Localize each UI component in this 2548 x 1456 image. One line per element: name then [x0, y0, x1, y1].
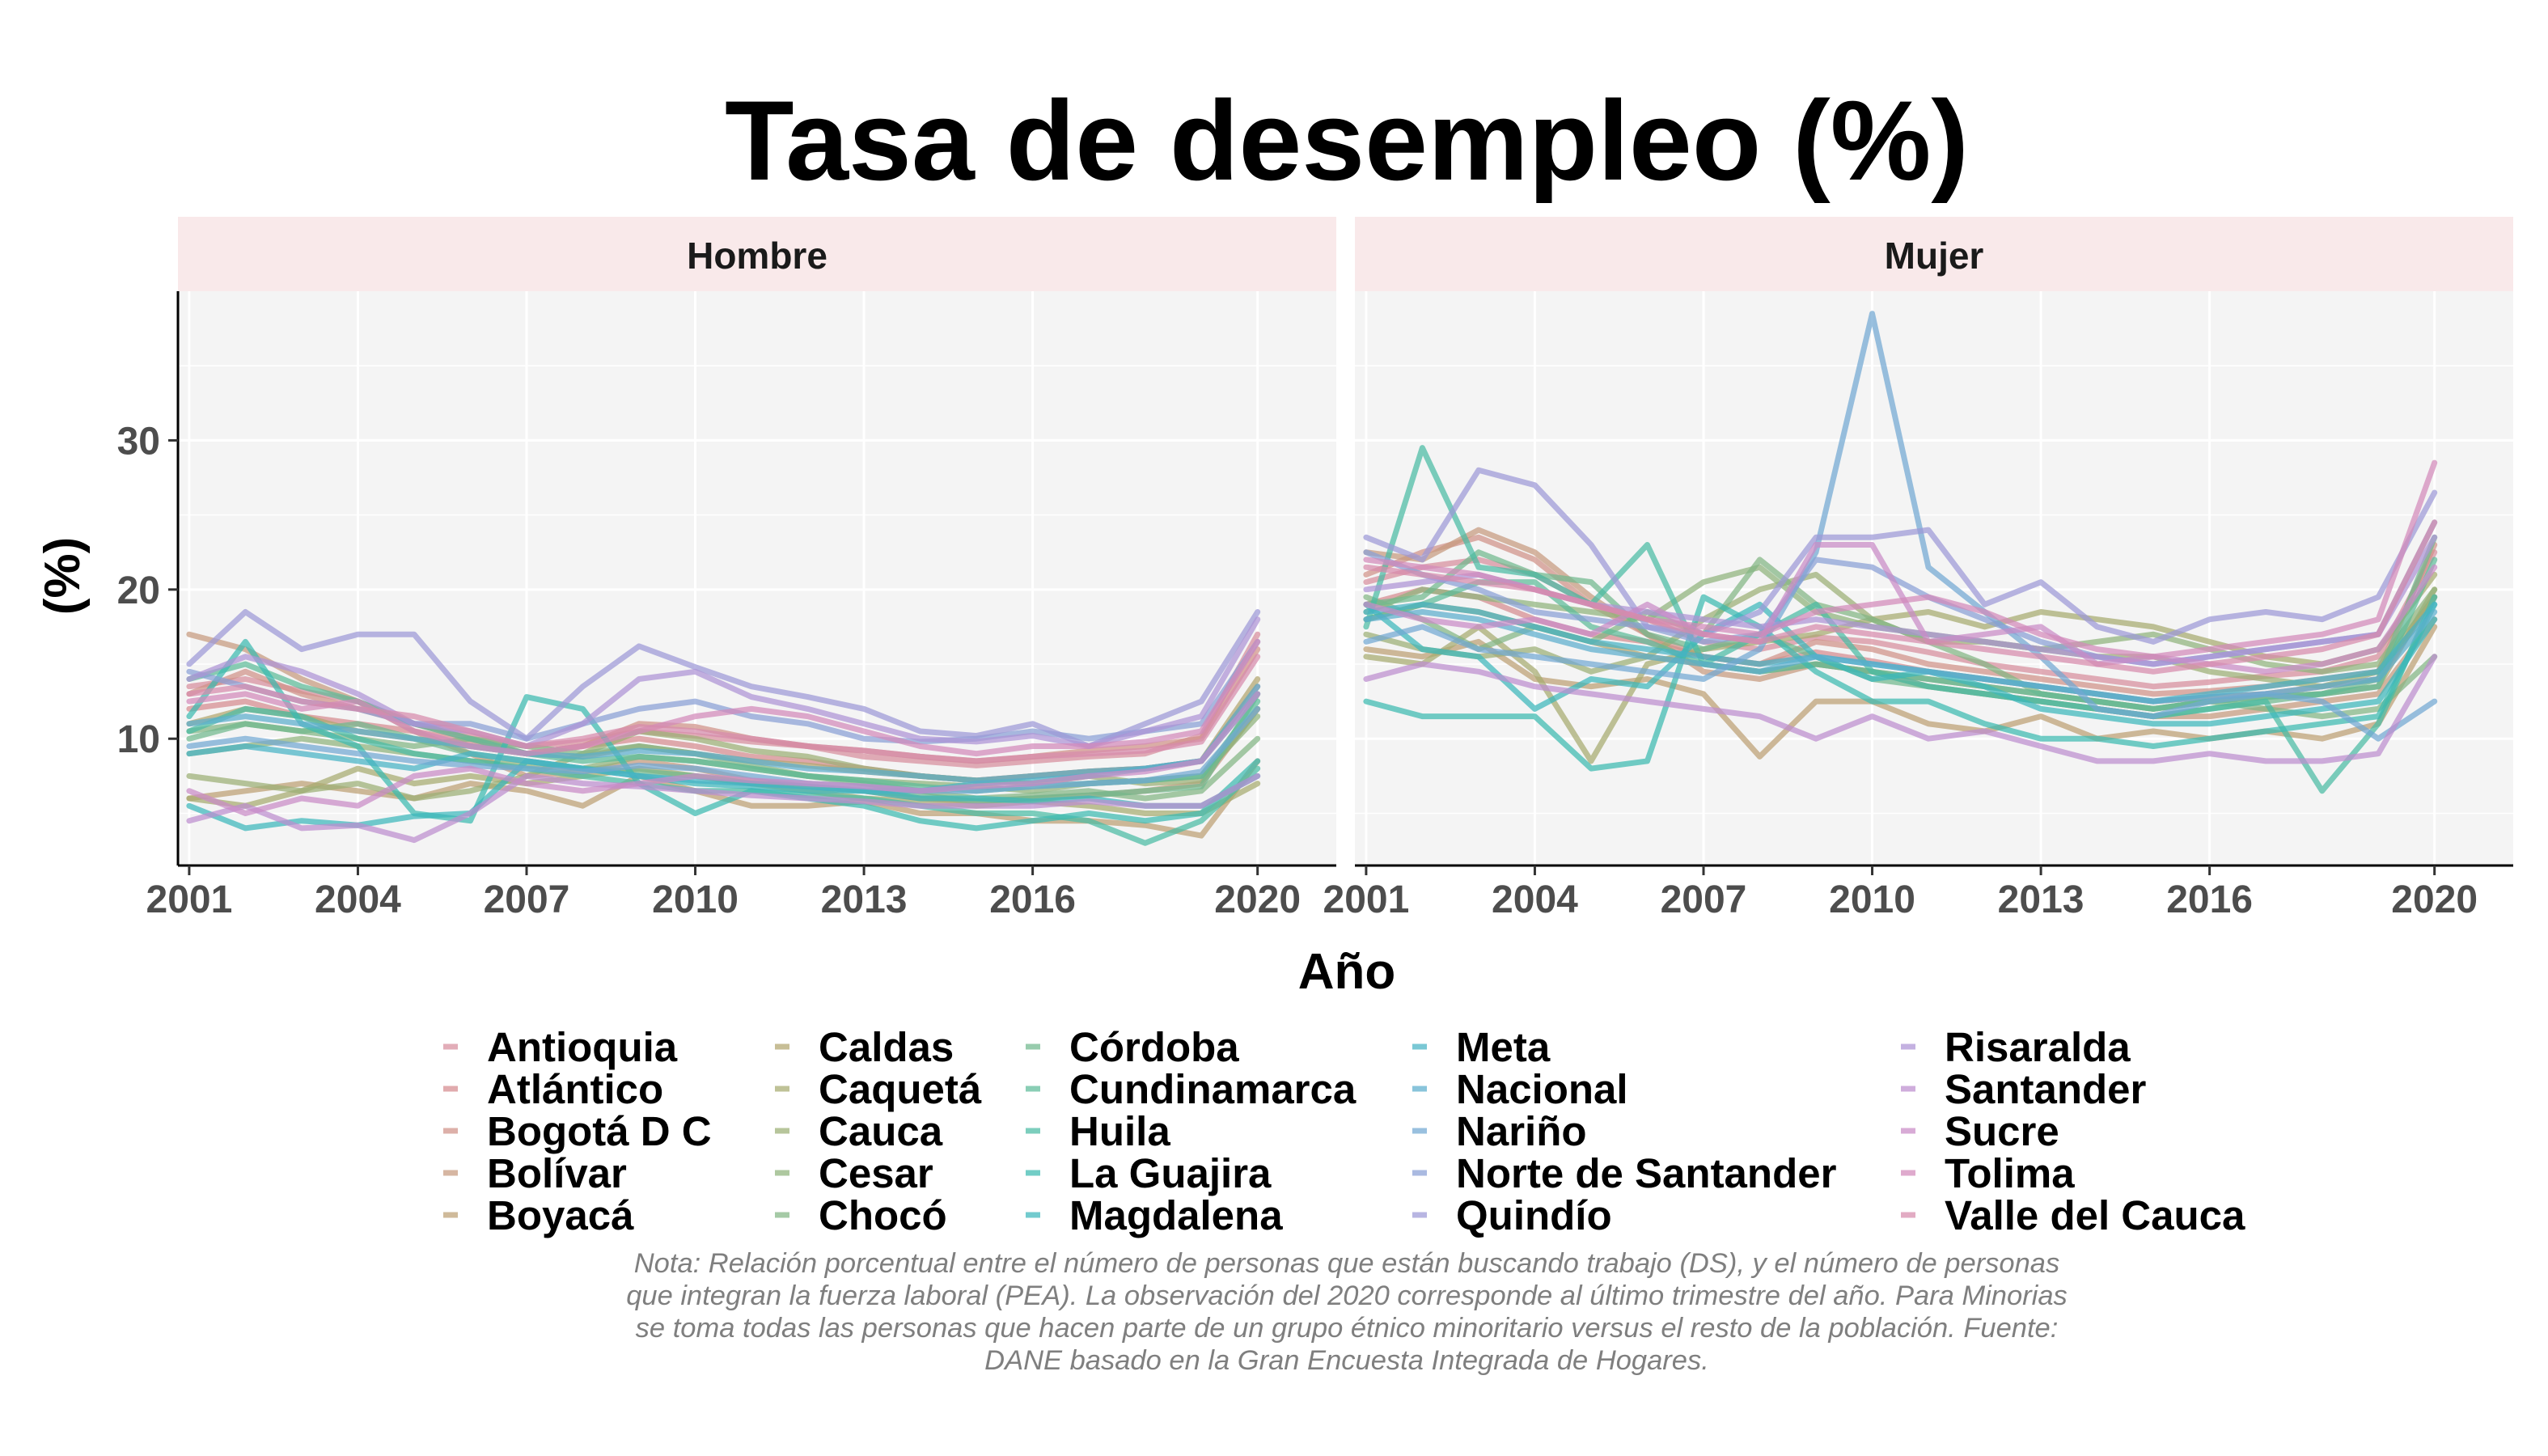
- legend-item: Nariño: [1412, 1108, 1587, 1154]
- series-line-nacional: [186, 684, 1261, 784]
- legend-item: Huila: [1026, 1108, 1170, 1154]
- legend-item: Valle del Cauca: [1901, 1192, 2245, 1238]
- panel-hombre: Hombre 10 20 30 2001 2004 2007 2010 2013 2016 2020: [117, 217, 1336, 921]
- facet-label: Hombre: [687, 235, 827, 277]
- legend-label: Nariño: [1456, 1108, 1587, 1154]
- legend-label: Chocó: [819, 1192, 947, 1238]
- legend-item: Norte de Santander: [1412, 1150, 1837, 1196]
- legend-item: La Guajira: [1026, 1150, 1272, 1196]
- legend-label: La Guajira: [1069, 1150, 1272, 1196]
- x-tick-label: 2004: [315, 878, 401, 921]
- legend-item: Nacional: [1412, 1066, 1628, 1112]
- x-tick-label: 2004: [1492, 878, 1578, 921]
- legend-label: Caquetá: [819, 1066, 982, 1112]
- x-tick-label: 2016: [989, 878, 1076, 921]
- legend-label: Nacional: [1456, 1066, 1628, 1112]
- legend-label: Boyacá: [487, 1192, 634, 1238]
- legend-item: Cauca: [775, 1108, 943, 1154]
- legend-item: Bolívar: [443, 1150, 627, 1196]
- legend-item: Magdalena: [1026, 1192, 1283, 1238]
- plot-background: [1355, 291, 2513, 866]
- y-tick-label: 30: [117, 420, 160, 463]
- legend-item: Bogotá D C: [443, 1108, 712, 1154]
- series-line-nariño: [1363, 311, 2438, 742]
- legend-label: Santander: [1945, 1066, 2147, 1112]
- legend-item: Chocó: [775, 1192, 947, 1238]
- x-tick-label: 2007: [484, 878, 570, 921]
- legend-item: Boyacá: [443, 1192, 634, 1238]
- chart-title: Tasa de desempleo (%): [725, 77, 1969, 204]
- x-tick-label: 2010: [1829, 878, 1915, 921]
- panel-mujer: Mujer 2001 2004 2007 2010 2013 2016 2020: [1323, 217, 2513, 921]
- x-tick-label: 2007: [1661, 878, 1747, 921]
- legend-label: Quindío: [1456, 1192, 1612, 1238]
- x-axis-title: Año: [1298, 944, 1396, 1000]
- legend-label: Caldas: [819, 1024, 954, 1070]
- legend-item: Santander: [1901, 1066, 2147, 1112]
- x-tick-label: 2001: [146, 878, 233, 921]
- x-tick-label: 2001: [1323, 878, 1410, 921]
- legend-label: Bogotá D C: [487, 1108, 712, 1154]
- x-tick-label: 2016: [2166, 878, 2253, 921]
- facet-label: Mujer: [1885, 235, 1984, 277]
- legend-item: Atlántico: [443, 1066, 663, 1112]
- legend-label: Tolima: [1945, 1150, 2075, 1196]
- y-axis-title: (%): [35, 537, 91, 615]
- legend-item: Cundinamarca: [1026, 1066, 1357, 1112]
- legend-item: Quindío: [1412, 1192, 1612, 1238]
- series-line-sucre: [1363, 542, 2438, 675]
- legend-label: Bolívar: [487, 1150, 627, 1196]
- legend-item: Tolima: [1901, 1150, 2075, 1196]
- series-line-quindío: [1363, 467, 2438, 645]
- legend-label: Córdoba: [1069, 1024, 1239, 1070]
- legend-label: Meta: [1456, 1024, 1551, 1070]
- series-line-nariño: [186, 705, 1261, 794]
- x-tick-label: 2020: [2391, 878, 2478, 921]
- series-line-magdalena: [186, 758, 1261, 832]
- y-tick-label: 10: [117, 718, 160, 761]
- facet-strip: [178, 217, 1336, 291]
- legend-label: Atlántico: [487, 1066, 663, 1112]
- legend-label: Sucre: [1945, 1108, 2059, 1154]
- x-tick-label: 2020: [1214, 878, 1301, 921]
- series-line-santander: [186, 772, 1261, 844]
- legend-item: Córdoba: [1026, 1024, 1239, 1070]
- series-line-valle-del-cauca: [186, 654, 1261, 764]
- legend-label: Valle del Cauca: [1945, 1192, 2245, 1238]
- legend-item: Meta: [1412, 1024, 1551, 1070]
- series-line-la-guajira: [1363, 594, 2438, 772]
- series-line-valle-del-cauca: [1363, 519, 2438, 675]
- legend-label: Risaralda: [1945, 1024, 2131, 1070]
- x-tick-label: 2010: [652, 878, 739, 921]
- legend-label: Antioquia: [487, 1024, 678, 1070]
- legend-item: Sucre: [1901, 1108, 2059, 1154]
- x-tick-label: 2013: [1998, 878, 2085, 921]
- legend-label: Magdalena: [1069, 1192, 1283, 1238]
- x-tick-label: 2013: [821, 878, 908, 921]
- series-line-sucre: [186, 691, 1261, 816]
- y-tick-label: 20: [117, 569, 160, 612]
- series-lines: [1363, 311, 2438, 794]
- series-line-tolima: [186, 638, 1261, 757]
- facet-panels: Hombre 10 20 30 2001 2004 2007 2010 2013 2016 2020…: [117, 217, 2513, 921]
- series-lines: [186, 609, 1261, 846]
- legend-item: Cesar: [775, 1150, 933, 1196]
- series-line-santander: [1363, 654, 2438, 764]
- legend-label: Cundinamarca: [1069, 1066, 1357, 1112]
- legend-item: Antioquia: [443, 1024, 678, 1070]
- legend-label: Cauca: [819, 1108, 943, 1154]
- legend-item: Caquetá: [775, 1066, 982, 1112]
- facet-strip: [1355, 217, 2513, 291]
- legend-item: Risaralda: [1901, 1024, 2131, 1070]
- legend-label: Cesar: [819, 1150, 933, 1196]
- legend-label: Norte de Santander: [1456, 1150, 1837, 1196]
- legend-item: Caldas: [775, 1024, 954, 1070]
- legend-label: Huila: [1069, 1108, 1170, 1154]
- series-line-magdalena: [1363, 601, 2438, 727]
- footnote: Nota: Relación porcentual entre el númer…: [626, 1248, 2068, 1376]
- series-line-huila: [1363, 445, 2438, 794]
